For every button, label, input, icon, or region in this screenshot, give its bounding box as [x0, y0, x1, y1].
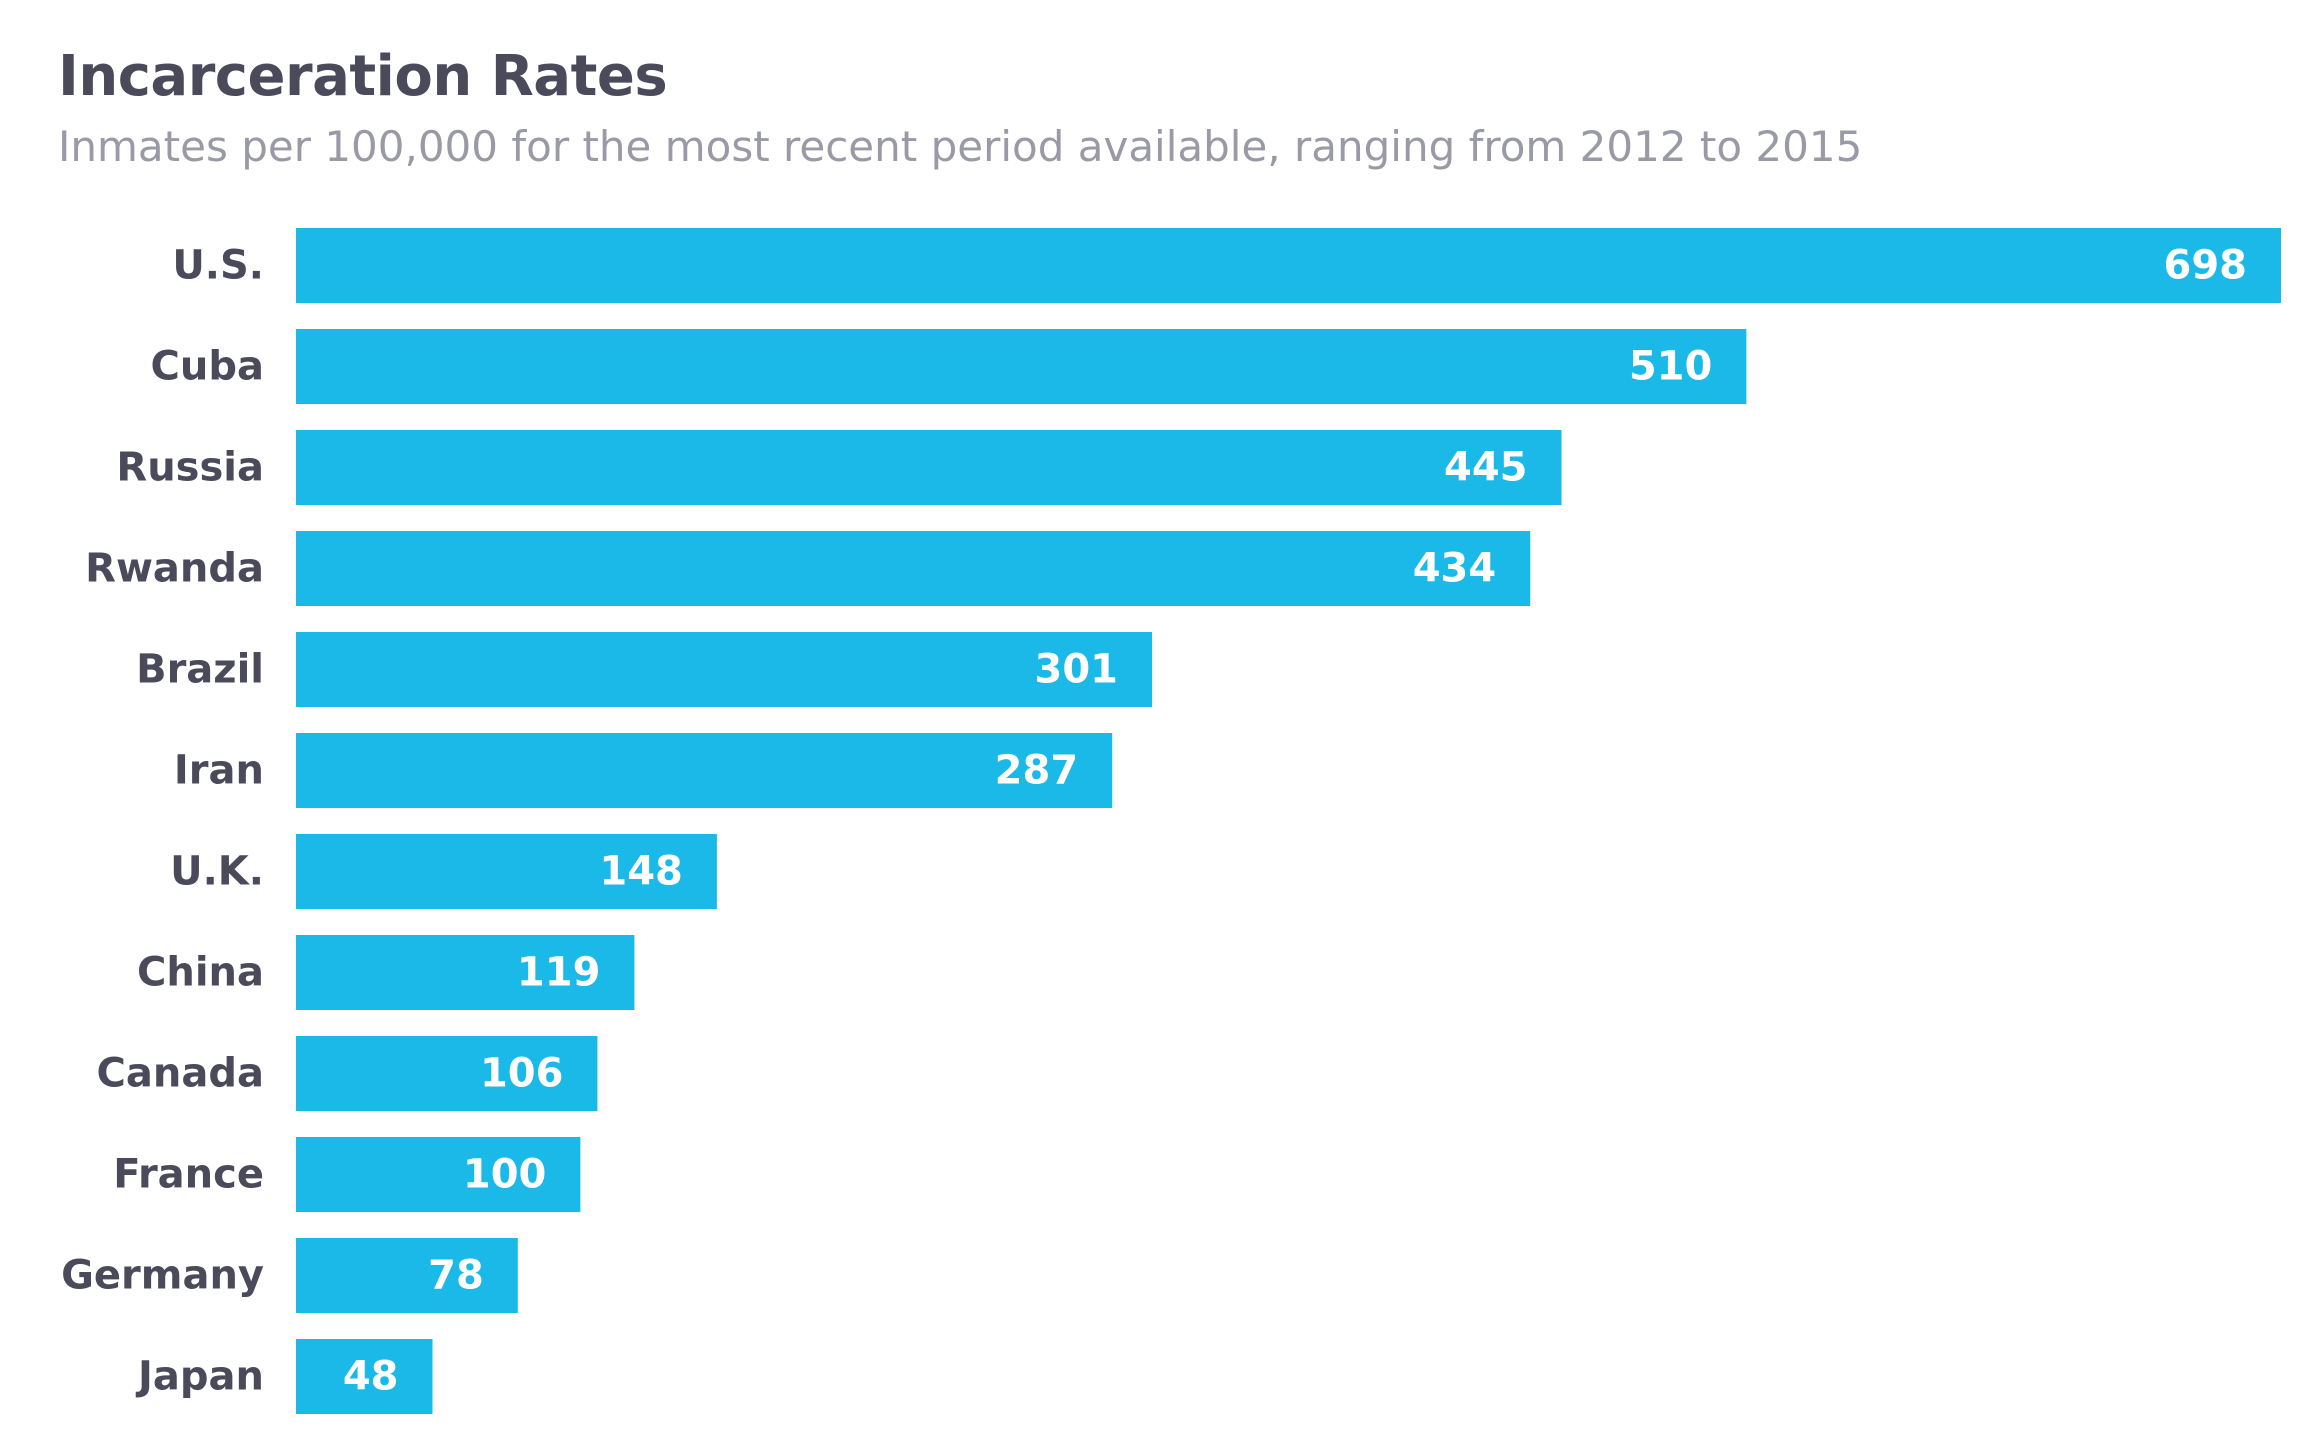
category-label: Japan	[135, 1354, 264, 1400]
value-label: 106	[480, 1051, 564, 1097]
bar-japan	[296, 1339, 433, 1414]
value-label: 445	[1444, 445, 1528, 491]
value-label: 78	[428, 1253, 484, 1299]
value-label: 301	[1034, 647, 1118, 693]
category-label: Cuba	[151, 344, 264, 390]
value-label: 100	[463, 1152, 547, 1198]
bar-russia	[296, 430, 1562, 505]
category-label: Brazil	[136, 647, 264, 693]
category-label: Rwanda	[85, 546, 264, 592]
bar-germany	[296, 1238, 518, 1313]
bar-u-s	[296, 228, 2281, 303]
bars-group: U.S. 698 Cuba 510 Russia 445 Rwanda 434 Brazil 30…	[61, 228, 2281, 1414]
bar-cuba	[296, 329, 1747, 404]
value-label: 510	[1629, 344, 1713, 390]
value-label: 148	[599, 849, 683, 895]
category-label: Germany	[61, 1253, 264, 1299]
bar-china	[296, 935, 635, 1010]
chart-title: Incarceration Rates	[58, 44, 668, 109]
value-label: 698	[2164, 243, 2248, 289]
value-label: 287	[995, 748, 1079, 794]
bar-rwanda	[296, 531, 1531, 606]
bar-france	[296, 1137, 581, 1212]
category-label: China	[137, 950, 264, 996]
category-label: Russia	[116, 445, 264, 491]
value-label: 119	[517, 950, 601, 996]
category-label: France	[113, 1152, 264, 1198]
category-label: Canada	[97, 1051, 264, 1097]
bar-iran	[296, 733, 1113, 808]
chart-subtitle: Inmates per 100,000 for the most recent …	[58, 122, 1863, 171]
bar-brazil	[296, 632, 1152, 707]
value-label: 48	[343, 1354, 399, 1400]
category-label: U.S.	[172, 243, 264, 289]
value-label: 434	[1413, 546, 1497, 592]
bar-u-k	[296, 834, 717, 909]
bar-canada	[296, 1036, 598, 1111]
category-label: Iran	[174, 748, 264, 794]
category-label: U.K.	[170, 849, 264, 895]
